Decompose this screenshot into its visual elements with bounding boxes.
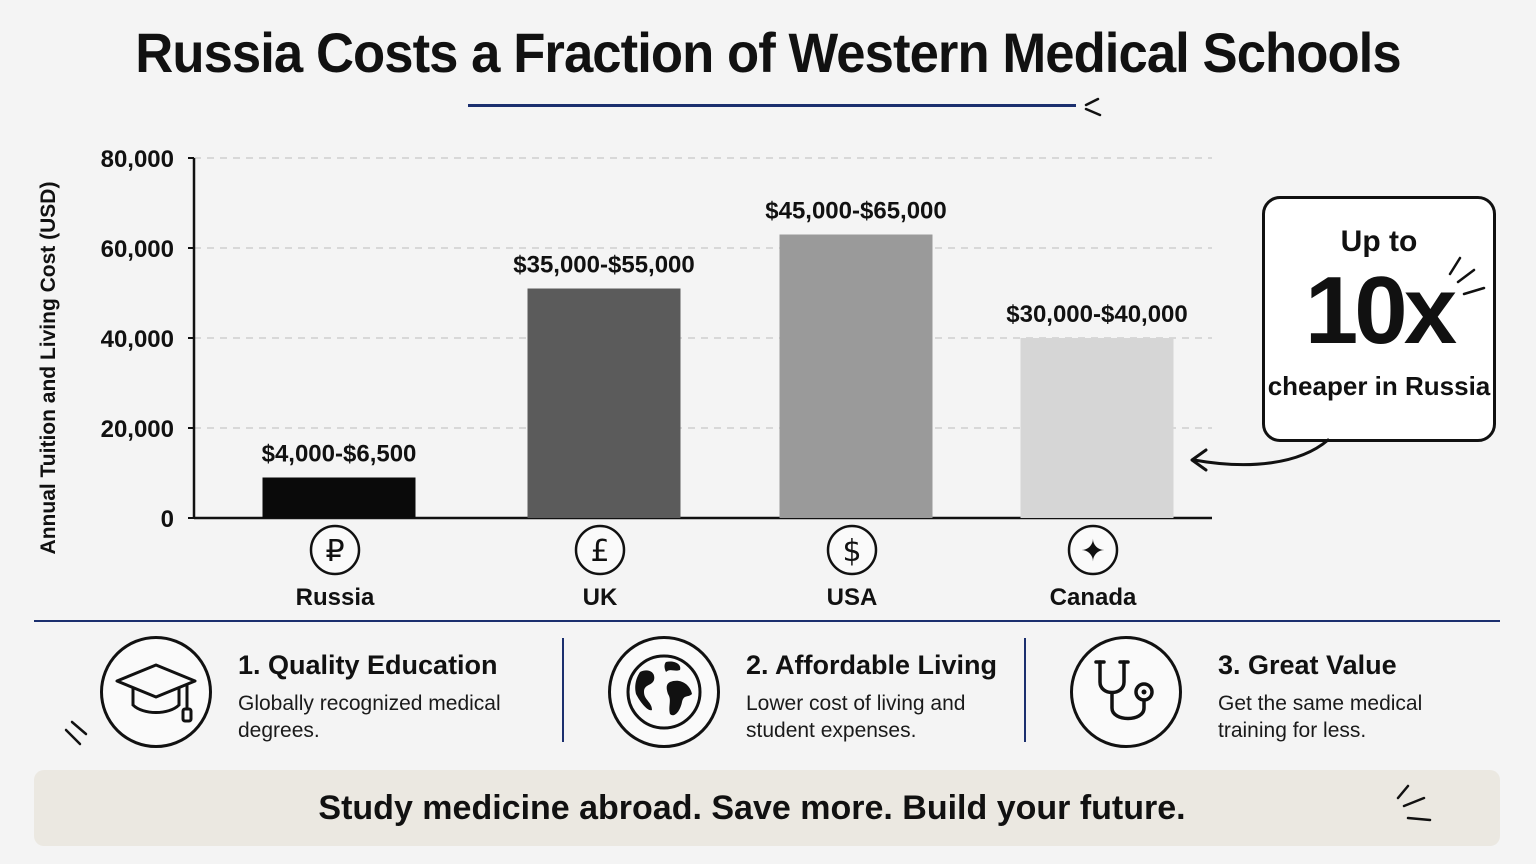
bar-value-label: $4,000-$6,500 bbox=[262, 441, 417, 468]
cta-banner: Study medicine abroad. Save more. Build … bbox=[34, 770, 1500, 846]
savings-callout: Up to 10x cheaper in Russia bbox=[1262, 196, 1496, 442]
callout-line3: cheaper in Russia bbox=[1267, 371, 1491, 401]
feature-icon-circle bbox=[1070, 636, 1182, 748]
feature-description: Globally recognized medical degrees. bbox=[238, 692, 501, 742]
dollar-icon-glyph: $ bbox=[842, 534, 861, 569]
bar-canada bbox=[1020, 338, 1174, 518]
callout-line1: Up to bbox=[1340, 225, 1418, 258]
x-category-label: Canada bbox=[1050, 584, 1137, 611]
feature-icon-circle bbox=[100, 636, 212, 748]
cost-bar-chart: 0 20,000 40,000 60,000 80,000 Annual Tuition … bbox=[37, 146, 1212, 611]
pound-icon bbox=[574, 524, 626, 576]
dollar-icon bbox=[826, 524, 878, 576]
maple-leaf-icon bbox=[1067, 524, 1119, 576]
feature-description: Lower cost of living and student expense… bbox=[746, 692, 966, 742]
y-tick-label: 80,000 bbox=[101, 146, 174, 173]
title-accent-mark bbox=[1084, 97, 1102, 117]
feature-icon-circle bbox=[608, 636, 720, 748]
y-axis-label: Annual Tuition and Living Cost (USD) bbox=[37, 182, 60, 555]
feature-affordable-living: 2. Affordable Living Lower cost of livin… bbox=[608, 636, 1008, 748]
y-tick-label: 0 bbox=[161, 506, 174, 533]
emphasis-burst-icon bbox=[1448, 256, 1486, 296]
callout-multiplier: 10x bbox=[1304, 257, 1457, 364]
feature-title: 3. Great Value bbox=[1218, 650, 1397, 680]
title-underline bbox=[468, 104, 1076, 107]
x-category-label: USA bbox=[827, 584, 878, 611]
bar-value-label: $35,000-$55,000 bbox=[513, 252, 695, 279]
feature-title: 1. Quality Education bbox=[238, 650, 498, 680]
feature-description: Get the same medical training for less. bbox=[1218, 692, 1423, 742]
graduation-cap-icon bbox=[115, 663, 197, 723]
bar-russia bbox=[262, 477, 416, 518]
x-category-label: Russia bbox=[296, 584, 375, 611]
feature-separator bbox=[1024, 638, 1026, 742]
feature-great-value: 3. Great Value Get the same medical trai… bbox=[1070, 636, 1490, 748]
cta-text: Study medicine abroad. Save more. Build … bbox=[318, 789, 1186, 827]
ruble-icon bbox=[309, 524, 361, 576]
section-divider bbox=[34, 620, 1500, 622]
feature-separator bbox=[562, 638, 564, 742]
feature-title: 2. Affordable Living bbox=[746, 650, 998, 680]
decorative-strokes-icon bbox=[1396, 784, 1432, 822]
bar-value-label: $45,000-$65,000 bbox=[765, 198, 947, 225]
callout-arrow-icon bbox=[1190, 438, 1330, 472]
maple-leaf-icon-glyph: ✦ bbox=[1080, 534, 1105, 569]
decorative-strokes-icon bbox=[64, 720, 88, 746]
bar-value-label: $30,000-$40,000 bbox=[1006, 301, 1188, 328]
page-title: Russia Costs a Fraction of Western Medic… bbox=[135, 21, 1401, 84]
bar-usa bbox=[779, 234, 933, 518]
y-tick-label: 40,000 bbox=[101, 326, 174, 353]
y-tick-label: 20,000 bbox=[101, 416, 174, 443]
stethoscope-icon bbox=[1094, 660, 1154, 721]
x-category-label: UK bbox=[583, 584, 618, 611]
feature-quality-education: 1. Quality Education Globally recognized… bbox=[100, 636, 560, 748]
pound-icon-glyph: £ bbox=[590, 534, 609, 569]
bar-uk bbox=[527, 288, 681, 518]
ruble-icon-glyph: ₽ bbox=[325, 534, 344, 569]
y-tick-label: 60,000 bbox=[101, 236, 174, 263]
globe-icon bbox=[626, 654, 702, 730]
